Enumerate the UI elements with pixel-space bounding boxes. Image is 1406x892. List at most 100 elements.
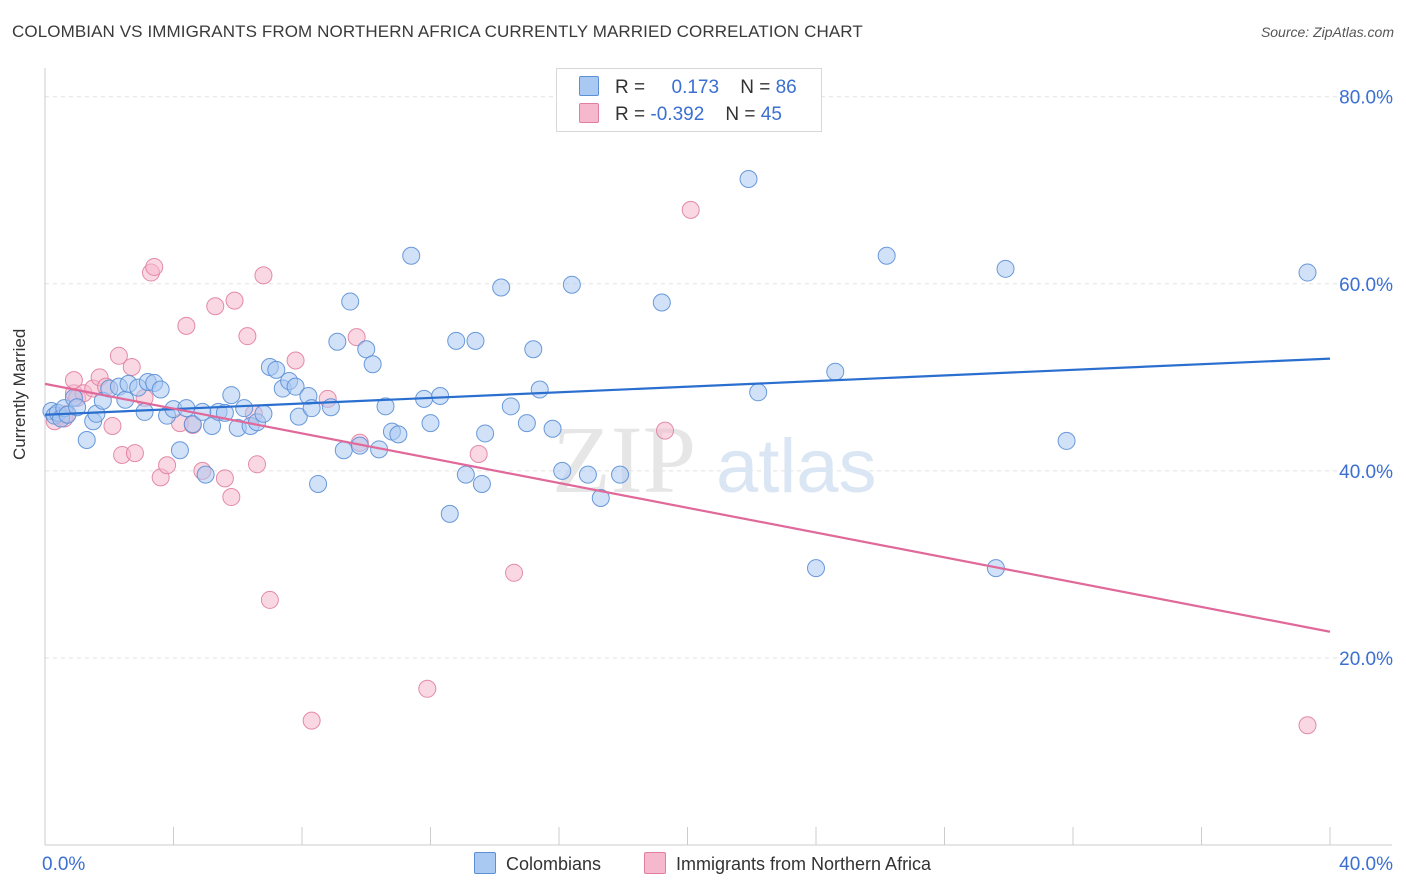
point-colombians (68, 398, 87, 417)
y-tick-label: 40.0% (1339, 462, 1393, 483)
point-colombians (456, 465, 475, 484)
point-colombians (440, 504, 459, 523)
point-immigrants (286, 351, 305, 370)
point-immigrants (469, 445, 488, 464)
point-colombians (501, 397, 520, 416)
point-colombians (562, 275, 581, 294)
point-colombians (492, 278, 511, 297)
point-immigrants (158, 456, 177, 475)
point-colombians (447, 331, 466, 350)
point-immigrants (125, 444, 144, 463)
point-colombians (328, 332, 347, 351)
point-immigrants (122, 358, 141, 377)
point-colombians (376, 397, 395, 416)
point-immigrants (177, 316, 196, 335)
legend-r-value: 0.173 (671, 77, 720, 98)
point-immigrants (302, 711, 321, 730)
point-colombians (235, 399, 254, 418)
point-colombians (472, 474, 491, 493)
point-colombians (611, 465, 630, 484)
legend-item-immigrants: Immigrants from Northern Africa (644, 852, 931, 875)
trend-line-immigrants (44, 382, 1331, 633)
x-tick-label: 40.0% (1339, 854, 1393, 875)
point-colombians (135, 402, 154, 421)
grid-lines (45, 96, 1392, 659)
point-colombians (1057, 431, 1076, 450)
point-immigrants (222, 488, 241, 507)
point-colombians (877, 246, 896, 265)
legend-r-label: R = (615, 77, 646, 98)
point-immigrants (681, 200, 700, 219)
legend-swatch-immigrants (644, 852, 666, 874)
point-colombians (151, 380, 170, 399)
point-immigrants (505, 563, 524, 582)
legend-label-immigrants: Immigrants from Northern Africa (676, 854, 932, 874)
y-tick-label: 60.0% (1339, 275, 1393, 296)
point-immigrants (347, 328, 366, 347)
point-colombians (289, 407, 308, 426)
point-immigrants (260, 590, 279, 609)
point-colombians (543, 419, 562, 438)
point-immigrants (1298, 716, 1317, 735)
legend-r-label: R = (615, 104, 646, 125)
point-colombians (183, 415, 202, 434)
point-colombians (389, 425, 408, 444)
legend-n-value: 45 (760, 104, 782, 125)
point-colombians (739, 170, 758, 189)
point-immigrants (225, 291, 244, 310)
legend-swatch-colombians (474, 852, 496, 874)
trend-line-colombians (44, 357, 1331, 416)
point-colombians (286, 377, 305, 396)
point-colombians (524, 340, 543, 359)
trend-lines (44, 357, 1331, 633)
legend-row-colombians: R = 0.173 N = 86 (579, 76, 797, 98)
point-colombians (341, 292, 360, 311)
point-colombians (530, 380, 549, 399)
point-immigrants (238, 327, 257, 346)
point-immigrants (109, 346, 128, 365)
point-colombians (466, 331, 485, 350)
point-immigrants (656, 421, 675, 440)
point-colombians (578, 465, 597, 484)
point-colombians (402, 246, 421, 265)
point-colombians (591, 488, 610, 507)
point-immigrants (206, 297, 225, 316)
legend-n-label: N = (740, 77, 771, 98)
source-label: Source: ZipAtlas.com (1260, 24, 1394, 40)
correlation-legend: R = 0.173 N = 86 R = -0.392 N = 45 (556, 68, 822, 132)
y-tick-label: 80.0% (1339, 88, 1393, 109)
legend-label-colombians: Colombians (506, 854, 602, 874)
watermark-atlas: atlas (716, 424, 877, 509)
point-colombians (476, 424, 495, 443)
point-colombians (196, 465, 215, 484)
legend-n-value: 86 (775, 77, 797, 98)
point-colombians (1298, 263, 1317, 282)
point-colombians (77, 430, 96, 449)
legend-swatch-immigrants (579, 103, 599, 123)
point-colombians (553, 461, 572, 480)
point-colombians (267, 360, 286, 379)
point-colombians (431, 387, 450, 406)
point-colombians (652, 293, 671, 312)
point-immigrants (103, 416, 122, 435)
watermark-zip: ZIP (552, 406, 696, 513)
point-immigrants (248, 455, 267, 474)
point-immigrants (418, 679, 437, 698)
point-colombians (222, 386, 241, 405)
legend-row-immigrants: R = -0.392 N = 45 (579, 103, 782, 125)
point-colombians (334, 441, 353, 460)
point-colombians (254, 404, 273, 423)
point-colombians (357, 340, 376, 359)
point-colombians (807, 559, 825, 578)
point-colombians (363, 355, 382, 374)
point-colombians (517, 414, 536, 433)
tick-labels: 20.0% 40.0% 60.0% 80.0% 0.0% 40.0% (42, 88, 1393, 875)
point-colombians (170, 441, 189, 460)
point-colombians (749, 383, 768, 402)
y-tick-label: 20.0% (1339, 649, 1393, 670)
point-colombians (826, 362, 845, 381)
chart-title: COLOMBIAN VS IMMIGRANTS FROM NORTHERN AF… (12, 22, 863, 41)
point-colombians (309, 474, 328, 493)
point-immigrants (254, 266, 273, 285)
